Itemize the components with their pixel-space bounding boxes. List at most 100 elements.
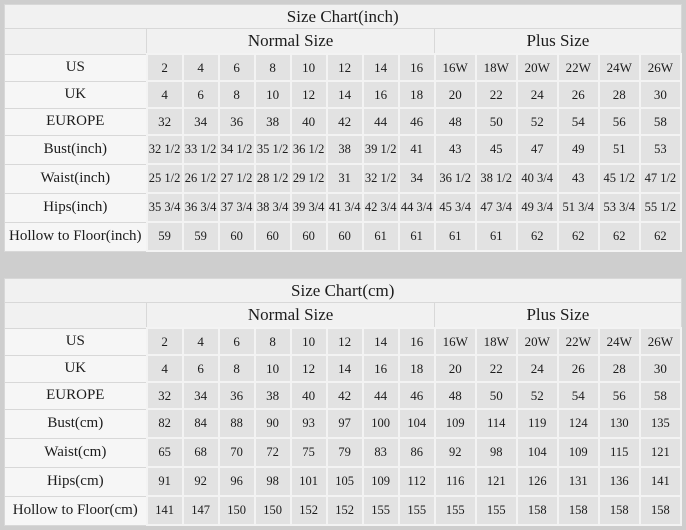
size-cell: 60 xyxy=(289,221,328,252)
size-cell: 112 xyxy=(397,466,436,497)
size-cell: 82 xyxy=(145,408,184,439)
size-cell: 61 xyxy=(474,221,518,252)
size-cell: 34 xyxy=(181,107,220,136)
size-cell: 18W xyxy=(474,53,518,82)
size-cell: 98 xyxy=(474,437,518,468)
size-cell: 37 3/4 xyxy=(217,192,256,223)
size-cell: 12 xyxy=(325,53,364,82)
row-label: EUROPE xyxy=(3,107,148,136)
size-cell: 28 1/2 xyxy=(253,163,292,194)
row-label: Bust(inch) xyxy=(3,134,148,165)
size-cell: 31 xyxy=(325,163,364,194)
size-cell: 16 xyxy=(361,80,400,109)
table-row: Hollow to Floor(inch) 59 59 60 60 60 60 61 61 61 6… xyxy=(3,221,683,252)
column-group-plus: Plus Size xyxy=(434,28,682,55)
row-label: US xyxy=(3,53,148,82)
row-label: Hollow to Floor(inch) xyxy=(3,221,148,252)
size-cell: 44 3/4 xyxy=(397,192,436,223)
size-cell: 14 xyxy=(325,354,364,383)
size-cell: 135 xyxy=(638,408,683,439)
size-cell: 58 xyxy=(638,107,683,136)
size-cell: 24 xyxy=(515,354,559,383)
size-cell: 4 xyxy=(181,53,220,82)
size-cell: 18 xyxy=(397,80,436,109)
size-cell: 40 xyxy=(289,107,328,136)
size-cell: 8 xyxy=(253,53,292,82)
size-cell: 10 xyxy=(253,354,292,383)
size-cell: 54 xyxy=(556,381,600,410)
size-cell: 61 xyxy=(361,221,400,252)
size-cell: 51 3/4 xyxy=(556,192,600,223)
size-cell: 150 xyxy=(253,495,292,526)
row-label: Bust(cm) xyxy=(3,408,148,439)
size-cell: 38 xyxy=(253,107,292,136)
size-cell: 16 xyxy=(397,53,436,82)
size-cell: 62 xyxy=(638,221,683,252)
size-cell: 147 xyxy=(181,495,220,526)
size-cell: 45 1/2 xyxy=(597,163,641,194)
size-cell: 14 xyxy=(361,327,400,356)
size-cell: 46 xyxy=(397,381,436,410)
size-cell: 65 xyxy=(145,437,184,468)
size-cell: 92 xyxy=(181,466,220,497)
size-cell: 72 xyxy=(253,437,292,468)
size-cell: 47 1/2 xyxy=(638,163,683,194)
size-cell: 43 xyxy=(556,163,600,194)
size-cell: 56 xyxy=(597,381,641,410)
size-cell: 115 xyxy=(597,437,641,468)
size-cell: 75 xyxy=(289,437,328,468)
size-cell: 36 1/2 xyxy=(289,134,328,165)
size-cell: 53 3/4 xyxy=(597,192,641,223)
size-cell: 96 xyxy=(217,466,256,497)
size-cell: 12 xyxy=(289,354,328,383)
size-cell: 10 xyxy=(253,80,292,109)
size-cell: 24W xyxy=(597,327,641,356)
size-cell: 158 xyxy=(515,495,559,526)
table-row: EUROPE 32 34 36 38 40 42 44 46 48 50 52 54 56 58 xyxy=(3,381,683,410)
size-cell: 27 1/2 xyxy=(217,163,256,194)
size-cell: 24W xyxy=(597,53,641,82)
size-cell: 10 xyxy=(289,53,328,82)
size-cell: 28 xyxy=(597,80,641,109)
size-cell: 6 xyxy=(181,354,220,383)
size-cell: 62 xyxy=(556,221,600,252)
table-row: US 2 4 6 8 10 12 14 16 16W 18W 20W 22W 24W 26W xyxy=(3,53,683,82)
size-cell: 34 1/2 xyxy=(217,134,256,165)
size-cell: 100 xyxy=(361,408,400,439)
size-cell: 36 xyxy=(217,381,256,410)
size-cell: 79 xyxy=(325,437,364,468)
column-group-plus: Plus Size xyxy=(434,302,682,329)
size-cell: 124 xyxy=(556,408,600,439)
size-cell: 16W xyxy=(433,53,477,82)
size-cell: 34 xyxy=(181,381,220,410)
size-cell: 68 xyxy=(181,437,220,468)
column-group-spacer xyxy=(3,28,148,55)
size-cell: 48 xyxy=(433,381,477,410)
size-cell: 8 xyxy=(217,354,256,383)
size-cell: 52 xyxy=(515,381,559,410)
row-label: Hollow to Floor(cm) xyxy=(3,495,148,526)
size-cell: 14 xyxy=(361,53,400,82)
size-cell: 42 xyxy=(325,107,364,136)
size-cell: 104 xyxy=(515,437,559,468)
size-cell: 62 xyxy=(597,221,641,252)
table-row: Bust(cm) 82 84 88 90 93 97 100 104 109 114 119 124 13… xyxy=(3,408,683,439)
row-label: Waist(cm) xyxy=(3,437,148,468)
size-cell: 131 xyxy=(556,466,600,497)
size-cell: 2 xyxy=(145,327,184,356)
size-cell: 36 xyxy=(217,107,256,136)
size-cell: 59 xyxy=(145,221,184,252)
size-cell: 109 xyxy=(433,408,477,439)
size-cell: 150 xyxy=(217,495,256,526)
table-row: Waist(inch) 25 1/2 26 1/2 27 1/2 28 1/2 29 1/… xyxy=(3,163,683,194)
size-cell: 155 xyxy=(474,495,518,526)
size-cell: 158 xyxy=(556,495,600,526)
size-cell: 55 1/2 xyxy=(638,192,683,223)
size-cell: 4 xyxy=(145,354,184,383)
size-cell: 50 xyxy=(474,107,518,136)
size-cell: 41 3/4 xyxy=(325,192,364,223)
size-cell: 104 xyxy=(397,408,436,439)
table-row: Waist(cm) 65 68 70 72 75 79 83 86 92 98 104 109 115 12… xyxy=(3,437,683,468)
size-cell: 39 3/4 xyxy=(289,192,328,223)
size-cell: 121 xyxy=(474,466,518,497)
